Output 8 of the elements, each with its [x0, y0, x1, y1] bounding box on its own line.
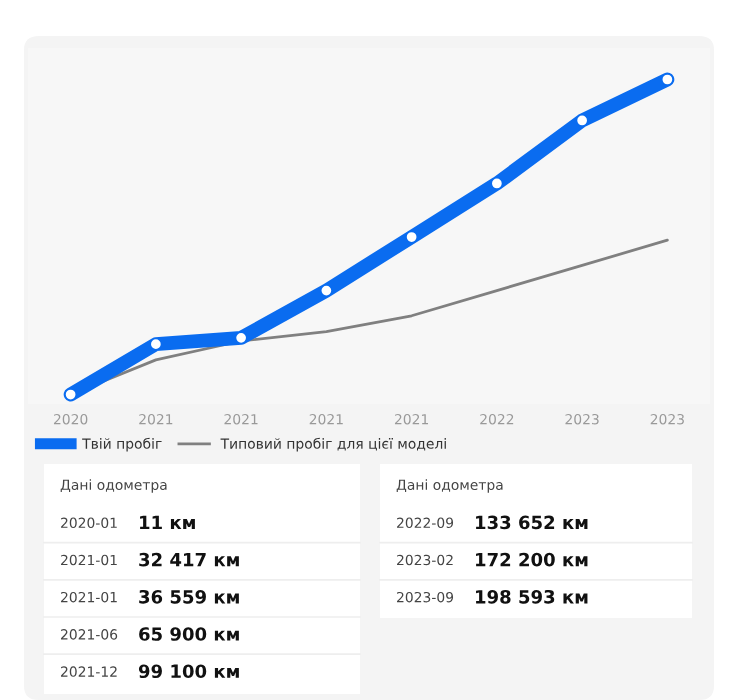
text: 99 100 км	[138, 664, 239, 679]
text: 133 652 км	[476, 515, 588, 530]
text: 172 200 км	[476, 552, 588, 567]
text: 11 км	[140, 515, 195, 529]
text: 36 559 км	[139, 589, 239, 604]
text: 32 417 км	[139, 552, 239, 567]
text: 198 593 км	[476, 589, 588, 604]
text: 65 900 км	[139, 627, 239, 641]
